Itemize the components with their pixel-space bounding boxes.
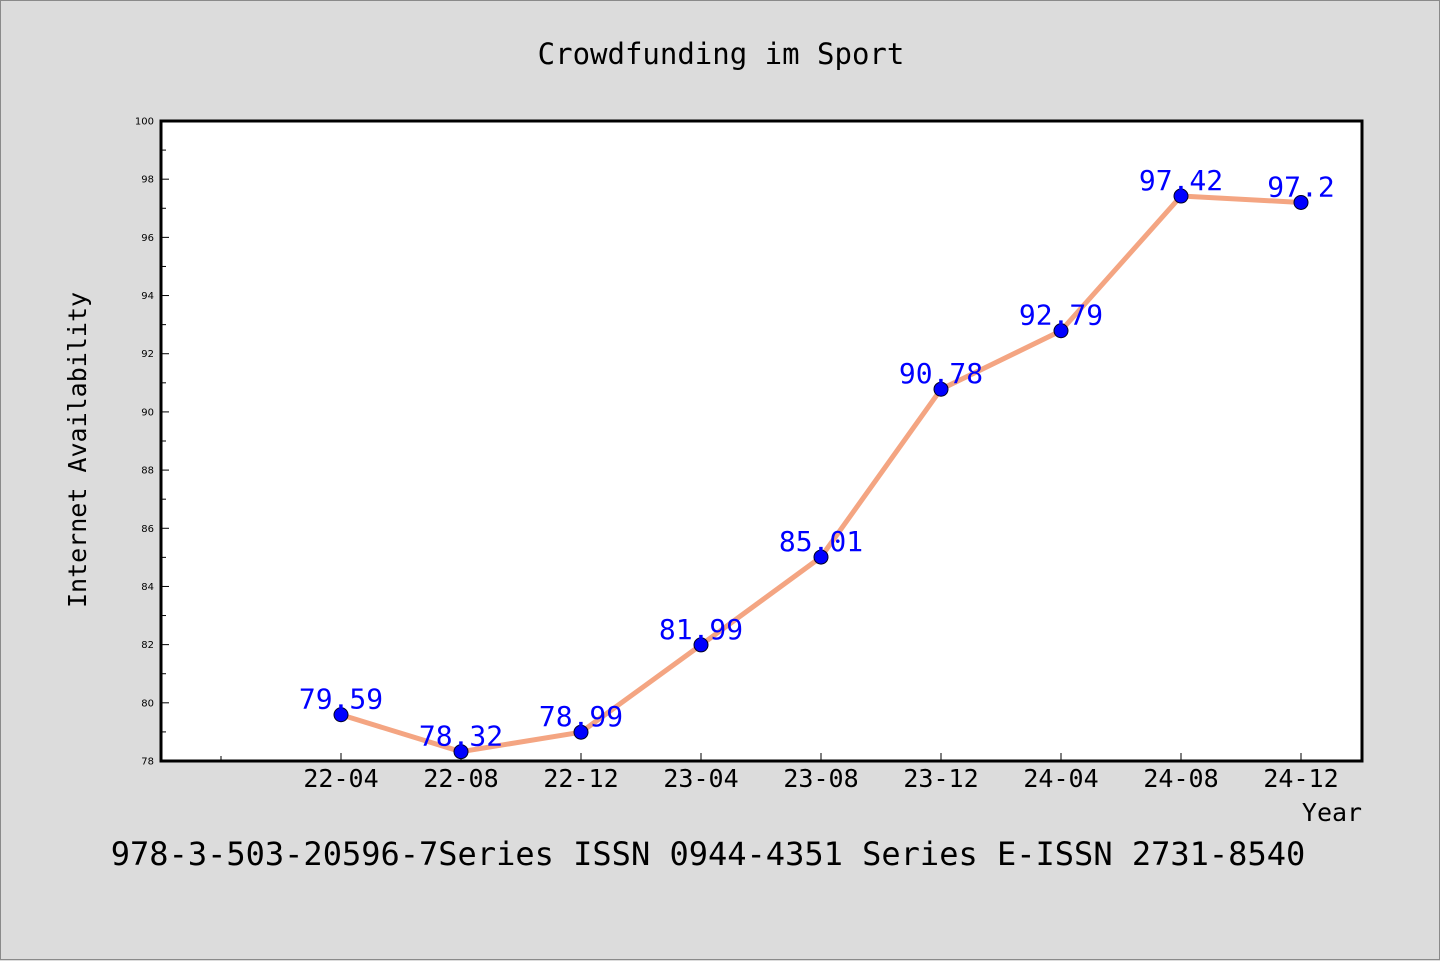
data-point-label: 85.01	[779, 525, 863, 558]
data-point-marker	[813, 549, 829, 565]
y-tick-label: 90	[141, 407, 154, 418]
y-tick-label: 82	[141, 640, 154, 651]
y-tick-label: 84	[141, 582, 154, 593]
y-tick-label: 86	[141, 524, 154, 535]
x-tick-label: 23-04	[663, 764, 738, 793]
footer-isbn-text: 978-3-503-20596-7Series ISSN 0944-4351 S…	[111, 835, 1305, 873]
x-tick-label: 23-08	[783, 764, 858, 793]
y-tick-label: 80	[141, 698, 154, 709]
y-axis-label: Internet Availability	[63, 292, 92, 608]
y-axis-ticks: 78 80 82 84 86 88 90 92 94 96 98 100	[135, 117, 169, 768]
x-tick-label: 23-12	[903, 764, 978, 793]
chart-title: Crowdfunding im Sport	[538, 37, 905, 71]
data-point-marker	[1053, 323, 1069, 339]
data-point-label: 78.99	[539, 700, 623, 733]
data-point-marker	[933, 381, 949, 397]
data-point-marker	[693, 637, 709, 653]
y-tick-label: 100	[135, 117, 154, 128]
x-axis-label: Year	[1302, 798, 1362, 827]
x-axis-ticks: 22-04 22-08 22-12 23-04 23-08 23-12 24-04 24-08…	[220, 753, 1339, 793]
data-point-label: 92.79	[1019, 299, 1103, 332]
x-tick-label: 24-08	[1143, 764, 1218, 793]
x-tick-label: 22-08	[423, 764, 498, 793]
x-tick-label: 24-04	[1023, 764, 1098, 793]
data-label-layer: 79.59 78.32 78.99 81.99 85.01 90.78 92.79 97.42…	[299, 164, 1335, 753]
plot-frame	[159, 119, 1364, 763]
y-tick-label: 94	[141, 291, 154, 302]
y-tick-label: 98	[141, 175, 154, 186]
data-point-marker	[573, 724, 589, 740]
data-point-label: 79.59	[299, 683, 383, 716]
y-tick-label: 96	[141, 233, 154, 244]
y-tick-label: 78	[141, 757, 154, 768]
data-point-label: 90.78	[899, 357, 983, 390]
x-tick-label: 24-12	[1263, 764, 1338, 793]
series-layer	[333, 188, 1309, 760]
data-point-marker	[1293, 194, 1309, 210]
data-point-label: 81.99	[659, 613, 743, 646]
plot-area	[161, 121, 1362, 761]
data-point-marker	[453, 744, 469, 760]
x-tick-label: 22-12	[543, 764, 618, 793]
data-point-marker	[333, 707, 349, 723]
data-point-label: 97.42	[1139, 164, 1223, 197]
data-point-marker	[1173, 188, 1189, 204]
y-tick-label: 88	[141, 466, 154, 477]
data-point-label: 78.32	[419, 720, 503, 753]
y-tick-label: 92	[141, 349, 154, 360]
x-tick-label: 22-04	[303, 764, 378, 793]
data-point-label: 97.2	[1267, 170, 1334, 203]
